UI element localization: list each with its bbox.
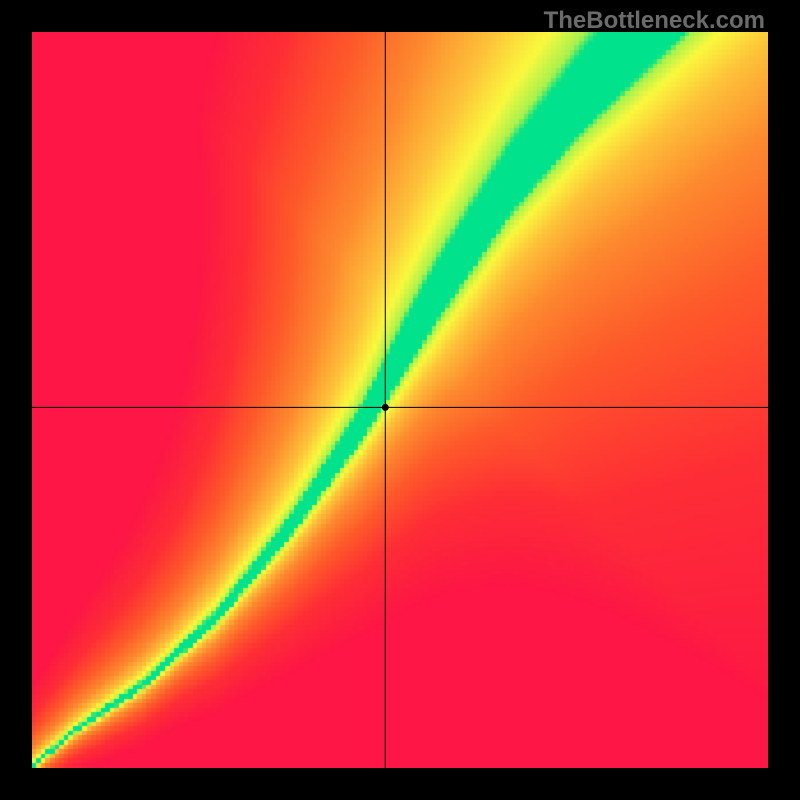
watermark-text: TheBottleneck.com <box>544 7 765 35</box>
chart-container: TheBottleneck.com <box>0 0 800 800</box>
bottleneck-heatmap <box>32 32 768 768</box>
